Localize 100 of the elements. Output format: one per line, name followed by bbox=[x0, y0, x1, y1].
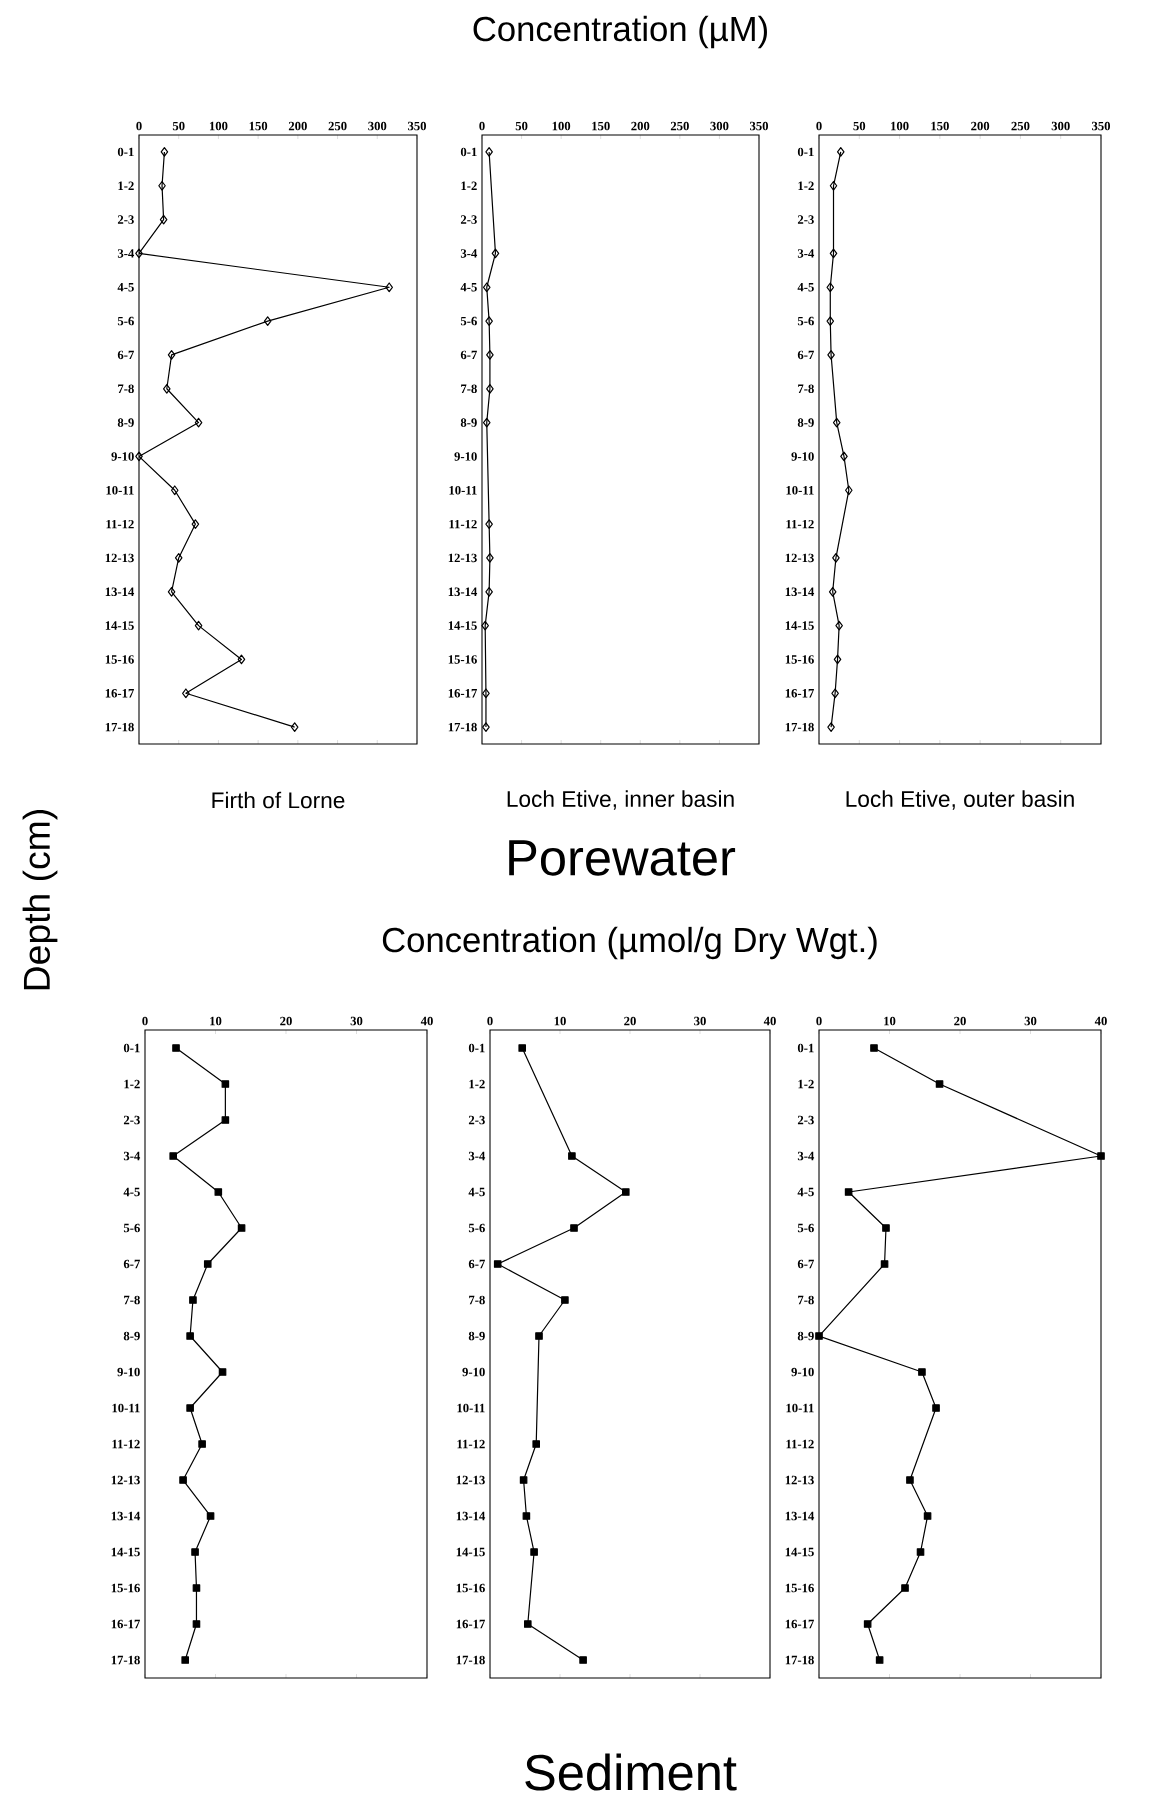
y-tick-label: 1-2 bbox=[461, 181, 477, 190]
y-tick-label: 5-6 bbox=[797, 316, 814, 326]
y-tick-label: 8-9 bbox=[117, 418, 134, 427]
x-tick-label: 100 bbox=[891, 121, 909, 131]
y-tick-label: 15-16 bbox=[785, 655, 814, 664]
y-tick-label: 14-15 bbox=[785, 621, 814, 630]
y-tick-label: 2-3 bbox=[123, 1115, 140, 1125]
y-tick-label: 11-12 bbox=[786, 1439, 814, 1449]
point bbox=[482, 688, 490, 699]
y-tick-label: 17-18 bbox=[456, 1655, 485, 1665]
y-tick-label: 5-6 bbox=[117, 316, 134, 326]
y-tick-label: 7-8 bbox=[461, 384, 477, 394]
x-tick-label: 50 bbox=[853, 121, 866, 131]
y-tick-label: 7-8 bbox=[798, 1295, 814, 1305]
y-tick-label: 11-12 bbox=[457, 1439, 485, 1449]
y-tick-label: 0-1 bbox=[797, 147, 814, 157]
y-tick-label: 17-18 bbox=[785, 722, 814, 732]
point bbox=[906, 1476, 914, 1484]
point bbox=[518, 1044, 526, 1052]
y-tick-label: 13-14 bbox=[785, 1511, 815, 1521]
y-tick-label: 17-18 bbox=[105, 722, 134, 732]
x-tick-label: 250 bbox=[328, 121, 347, 131]
point bbox=[826, 282, 835, 293]
y-tick-label: 17-18 bbox=[785, 1655, 814, 1665]
point bbox=[237, 654, 246, 665]
point bbox=[169, 1152, 177, 1160]
y-tick-label: 5-6 bbox=[123, 1223, 140, 1233]
y-tick-label: 15-16 bbox=[448, 655, 477, 664]
point bbox=[485, 519, 493, 529]
y-tick-label: 6-7 bbox=[117, 350, 134, 360]
x-tick-label: 350 bbox=[1091, 121, 1111, 131]
point bbox=[485, 586, 493, 597]
point bbox=[875, 1656, 884, 1664]
y-tick-label: 2-3 bbox=[117, 215, 134, 224]
point bbox=[493, 1260, 502, 1268]
point bbox=[172, 1044, 180, 1052]
x-tick-label: 10 bbox=[554, 1016, 566, 1026]
x-tick-label: 250 bbox=[1011, 121, 1030, 131]
point bbox=[189, 1296, 197, 1304]
y-tick-label: 14-15 bbox=[456, 1547, 485, 1557]
point bbox=[486, 383, 494, 394]
x-tick-label: 20 bbox=[624, 1016, 636, 1026]
point bbox=[835, 620, 843, 631]
y-tick-label: 9-10 bbox=[791, 1367, 814, 1377]
y-tick-label: 0-1 bbox=[468, 1043, 485, 1053]
y-tick-label: 15-16 bbox=[785, 1583, 814, 1593]
x-tick-label: 300 bbox=[1051, 121, 1070, 131]
point bbox=[221, 1116, 230, 1124]
y-tick-label: 4-5 bbox=[460, 283, 477, 292]
x-tick-label: 150 bbox=[249, 121, 268, 131]
text: Sediment bbox=[525, 1753, 737, 1791]
y-tick-label: 8-9 bbox=[460, 418, 477, 427]
point bbox=[530, 1548, 538, 1556]
chart-title: Concentration (µM) bbox=[473, 15, 767, 49]
y-tick-label: 1-2 bbox=[124, 1079, 140, 1089]
y-tick-label: 13-14 bbox=[105, 587, 135, 597]
y-tick-label: 11-12 bbox=[449, 519, 477, 529]
point bbox=[535, 1332, 543, 1340]
point bbox=[836, 147, 845, 157]
point bbox=[194, 417, 203, 428]
x-tick-label: 100 bbox=[552, 121, 571, 131]
point bbox=[182, 688, 190, 699]
point bbox=[179, 1476, 187, 1484]
x-tick-label: 40 bbox=[763, 1016, 776, 1026]
y-tick-label: 6-7 bbox=[123, 1259, 140, 1269]
point bbox=[524, 1620, 532, 1628]
y-tick-label: 2-3 bbox=[797, 215, 814, 224]
x-tick-label: 200 bbox=[288, 121, 307, 131]
y-tick-label: 16-17 bbox=[111, 1619, 140, 1629]
point bbox=[923, 1512, 932, 1520]
y-tick-label: 16-17 bbox=[105, 689, 134, 698]
y-tick-label: 10-11 bbox=[106, 485, 134, 495]
y-tick-label: 2-3 bbox=[797, 1115, 814, 1125]
point bbox=[482, 282, 491, 293]
y-tick-label: 16-17 bbox=[448, 689, 477, 698]
x-tick-label: 0 bbox=[136, 121, 142, 131]
x-axis-title: Firth of Lorne bbox=[212, 791, 345, 809]
x-tick-label: 350 bbox=[749, 121, 769, 131]
point bbox=[482, 417, 491, 428]
y-tick-label: 7-8 bbox=[798, 384, 814, 394]
point bbox=[522, 1512, 531, 1520]
y-tick-label: 16-17 bbox=[785, 1619, 814, 1629]
point bbox=[186, 1332, 194, 1340]
y-tick-label: 6-7 bbox=[468, 1259, 485, 1269]
y-tick-label: 9-10 bbox=[791, 452, 814, 461]
y-tick-label: 12-13 bbox=[111, 1475, 140, 1485]
point bbox=[829, 248, 838, 259]
point bbox=[385, 282, 393, 293]
x-tick-label: 350 bbox=[407, 121, 427, 131]
y-tick-label: 15-16 bbox=[456, 1583, 485, 1593]
y-tick-label: 7-8 bbox=[469, 1295, 485, 1305]
point bbox=[568, 1152, 576, 1160]
point bbox=[828, 586, 837, 597]
point bbox=[191, 1548, 199, 1556]
point bbox=[237, 1224, 246, 1232]
y-tick-label: 16-17 bbox=[456, 1619, 485, 1629]
point bbox=[159, 214, 168, 225]
y-tick-label: 17-18 bbox=[111, 1655, 140, 1665]
point bbox=[135, 451, 143, 462]
point bbox=[486, 350, 494, 360]
